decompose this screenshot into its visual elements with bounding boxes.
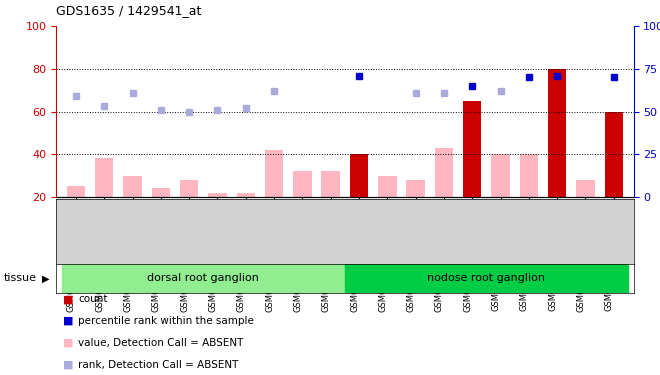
Bar	[576, 180, 595, 197]
Bar	[378, 176, 397, 197]
Text: GDS1635 / 1429541_at: GDS1635 / 1429541_at	[56, 4, 201, 17]
Text: ■: ■	[63, 360, 73, 370]
Bar	[265, 150, 283, 197]
Text: ■: ■	[63, 338, 73, 348]
Bar	[62, 264, 345, 292]
Bar	[519, 154, 538, 197]
Bar	[95, 159, 114, 197]
Bar	[123, 176, 142, 197]
Text: tissue: tissue	[3, 273, 36, 284]
Bar	[491, 154, 510, 197]
Bar	[548, 69, 566, 197]
Bar	[463, 101, 481, 197]
Text: percentile rank within the sample: percentile rank within the sample	[78, 316, 253, 326]
Text: nodose root ganglion: nodose root ganglion	[428, 273, 545, 284]
Bar	[407, 180, 425, 197]
Text: ▶: ▶	[42, 273, 50, 284]
Bar	[321, 171, 340, 197]
Bar	[236, 193, 255, 197]
Text: ■: ■	[63, 294, 73, 304]
Bar	[180, 180, 199, 197]
Text: rank, Detection Call = ABSENT: rank, Detection Call = ABSENT	[78, 360, 238, 370]
Text: count: count	[78, 294, 108, 304]
Bar	[152, 188, 170, 197]
Bar	[345, 264, 628, 292]
Text: value, Detection Call = ABSENT: value, Detection Call = ABSENT	[78, 338, 244, 348]
Bar	[435, 148, 453, 197]
Bar	[67, 186, 85, 197]
Bar	[209, 193, 226, 197]
Bar	[293, 171, 312, 197]
Text: ■: ■	[63, 316, 73, 326]
Bar	[350, 154, 368, 197]
Text: dorsal root ganglion: dorsal root ganglion	[147, 273, 259, 284]
Bar	[605, 112, 623, 197]
